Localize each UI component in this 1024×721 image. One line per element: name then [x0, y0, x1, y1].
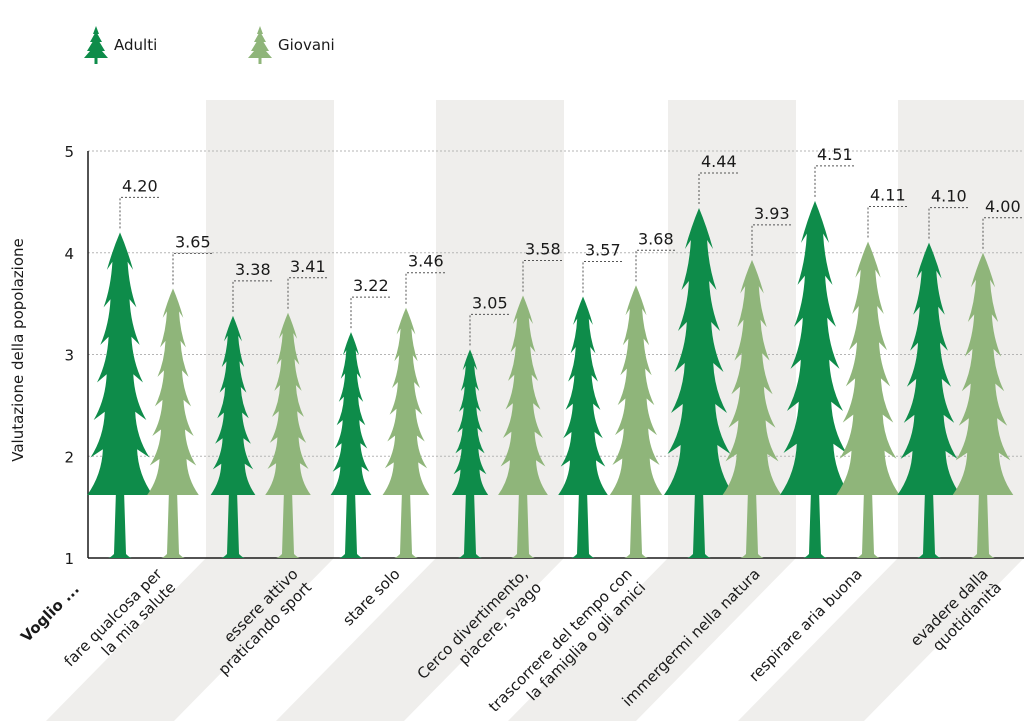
- tree-adulti: [451, 349, 489, 495]
- tree-adulti: [664, 207, 734, 496]
- tree-adulti: [780, 200, 850, 496]
- tree-adulti: [87, 232, 153, 495]
- tree-giovani-trunk: [161, 490, 185, 558]
- legend-adulti: Adulti: [84, 26, 157, 64]
- y-tick-label: 2: [64, 448, 74, 466]
- data-label: 4.11: [870, 186, 906, 205]
- leader-line: [232, 280, 273, 312]
- legend-label-giovani: Giovani: [278, 36, 335, 54]
- tree-giovani: [382, 307, 430, 495]
- tree-giovani-trunk: [511, 490, 535, 558]
- legend-label-adulti: Adulti: [114, 36, 158, 54]
- tree-giovani-trunk: [394, 490, 418, 558]
- y-tick-label: 1: [64, 550, 74, 568]
- leader-line: [287, 277, 328, 309]
- tree-giovani: [722, 259, 782, 495]
- tree-giovani: [836, 241, 900, 495]
- leader-line: [814, 165, 855, 197]
- tree-dark-icon: [84, 26, 108, 64]
- tree-adulti-trunk: [458, 490, 482, 558]
- leader-line: [982, 217, 1023, 249]
- tree-adulti-trunk: [221, 490, 245, 558]
- leader-line: [469, 313, 510, 346]
- data-label: 3.65: [175, 232, 211, 251]
- data-label: 3.68: [638, 229, 674, 248]
- data-label: 3.57: [585, 241, 621, 260]
- leader-line: [405, 272, 446, 304]
- y-tick-label: 3: [64, 347, 74, 365]
- data-label: 3.58: [525, 239, 561, 258]
- tree-adulti-trunk: [917, 490, 941, 558]
- leader-line: [350, 296, 391, 329]
- leader-line: [928, 207, 969, 239]
- y-tick-label: 5: [64, 143, 74, 161]
- tree-adulti: [558, 296, 608, 495]
- tree-giovani-trunk: [624, 490, 648, 558]
- tree-adulti-trunk: [803, 490, 827, 558]
- data-label: 4.10: [931, 187, 967, 206]
- tree-giovani: [498, 295, 548, 495]
- leader-line: [867, 206, 908, 238]
- legend-giovani: Giovani: [248, 26, 335, 64]
- leader-line: [751, 224, 792, 256]
- background-band: [738, 100, 1024, 721]
- tree-giovani-trunk: [276, 490, 300, 558]
- leader-line: [119, 196, 160, 229]
- leader-line: [522, 259, 563, 292]
- data-label: 4.44: [701, 152, 737, 171]
- leader-line: [172, 252, 213, 285]
- tree-giovani: [265, 312, 311, 495]
- tree-giovani-trunk: [740, 490, 764, 558]
- data-label: 3.41: [290, 257, 326, 276]
- tree-giovani: [609, 285, 663, 495]
- data-label: 3.46: [408, 252, 444, 271]
- data-label: 4.51: [817, 145, 853, 164]
- data-label: 3.93: [754, 204, 790, 223]
- leader-line: [698, 172, 739, 204]
- category-prefix-text: Voglio ...: [17, 580, 83, 646]
- tree-adulti: [330, 332, 372, 495]
- data-label: 3.05: [472, 293, 508, 312]
- leader-line: [582, 261, 623, 293]
- data-label: 4.20: [122, 176, 158, 195]
- tree-adulti: [210, 315, 256, 495]
- y-tick-label: 4: [64, 245, 74, 263]
- tree-giovani: [952, 252, 1014, 495]
- background-band: [276, 100, 564, 721]
- tree-giovani-trunk: [971, 490, 995, 558]
- tree-adulti-trunk: [687, 490, 711, 558]
- background-band: [46, 100, 334, 721]
- tree-adulti-trunk: [339, 490, 363, 558]
- tree-giovani-trunk: [856, 490, 880, 558]
- background-band: [508, 100, 796, 721]
- leader-line: [635, 249, 676, 282]
- category-prefix: Voglio ...: [17, 580, 83, 646]
- data-label: 3.22: [353, 276, 389, 295]
- tree-adulti-trunk: [108, 490, 132, 558]
- tree-light-icon: [248, 26, 272, 64]
- tree-giovani: [147, 288, 199, 495]
- tree-adulti: [897, 242, 961, 495]
- data-label: 4.00: [985, 197, 1021, 216]
- data-label: 3.38: [235, 260, 271, 279]
- tree-adulti-trunk: [571, 490, 595, 558]
